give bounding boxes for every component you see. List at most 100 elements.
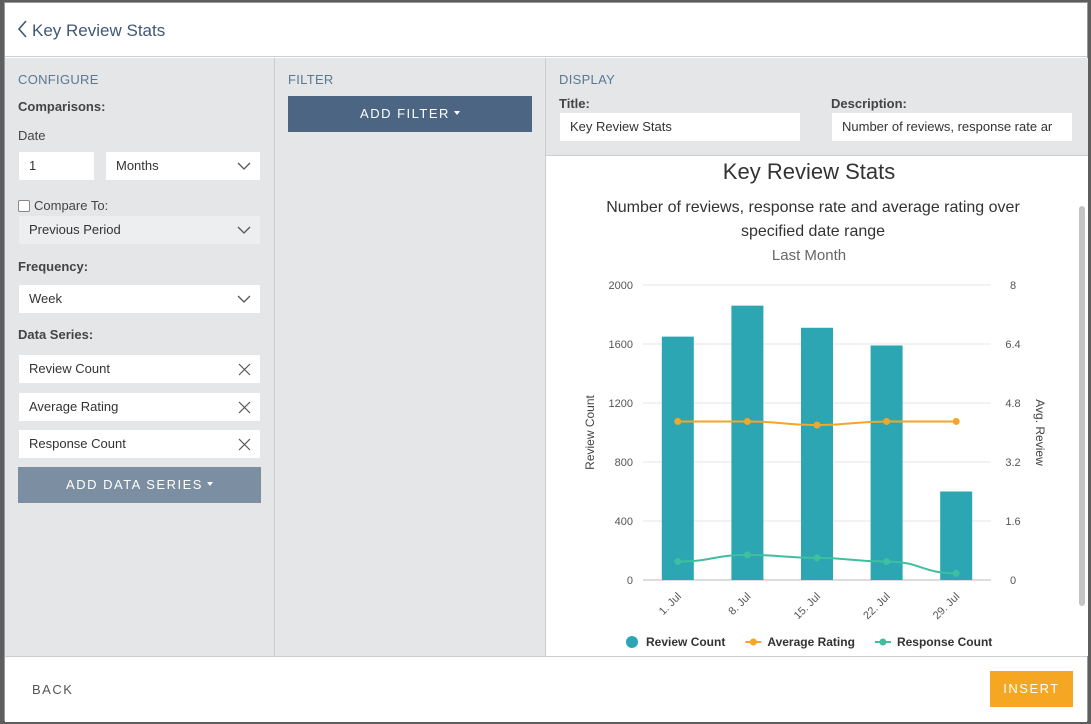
y-axis-label: Review Count bbox=[583, 394, 597, 469]
chevron-down-icon bbox=[237, 162, 251, 170]
display-heading: DISPLAY bbox=[559, 72, 616, 87]
y-tick-label: 800 bbox=[615, 457, 633, 469]
bar bbox=[801, 327, 833, 580]
legend-marker bbox=[749, 638, 757, 646]
data-series-item: Review Count bbox=[18, 354, 261, 384]
compare-to-value: Previous Period bbox=[29, 222, 121, 237]
data-point bbox=[743, 417, 751, 425]
description-label: Description: bbox=[831, 96, 907, 111]
compare-to-checkbox[interactable] bbox=[18, 200, 30, 212]
y-tick-label: 1200 bbox=[609, 398, 633, 410]
legend-marker bbox=[626, 636, 638, 648]
data-series-name: Review Count bbox=[29, 361, 110, 376]
frequency-label: Frequency: bbox=[18, 259, 89, 274]
dialog-header: Key Review Stats bbox=[5, 3, 1087, 57]
bar bbox=[731, 305, 764, 580]
data-point bbox=[952, 417, 960, 425]
filter-panel: FILTER ADD FILTER bbox=[275, 58, 546, 656]
plot-area: 0 400 800 1200 1600 2000 0 1.6 3.2 4.8 6.4 8 Review … bbox=[583, 280, 1047, 622]
date-unit-select[interactable]: Months bbox=[105, 151, 261, 181]
y2-tick-label: 0 bbox=[1010, 575, 1016, 587]
add-data-series-button[interactable]: ADD DATA SERIES bbox=[18, 467, 261, 503]
filter-heading: FILTER bbox=[288, 72, 334, 87]
close-icon[interactable] bbox=[238, 401, 251, 414]
title-input-value: Key Review Stats bbox=[570, 119, 672, 134]
chevron-left-icon[interactable] bbox=[17, 20, 29, 38]
date-amount-value: 1 bbox=[29, 158, 37, 173]
y2-tick-label: 3.2 bbox=[1005, 457, 1020, 469]
y-tick-label: 1600 bbox=[609, 339, 633, 351]
data-series-name: Average Rating bbox=[29, 399, 119, 414]
add-filter-button[interactable]: ADD FILTER bbox=[288, 96, 532, 132]
description-input[interactable]: Number of reviews, response rate ar bbox=[831, 112, 1073, 142]
data-series-item: Average Rating bbox=[18, 392, 261, 422]
chevron-down-icon bbox=[237, 295, 251, 303]
y2-tick-label: 1.6 bbox=[1005, 516, 1020, 528]
chart: Key Review Stats Number of reviews, resp… bbox=[583, 159, 1047, 649]
data-point bbox=[883, 417, 891, 425]
caret-down-icon bbox=[453, 110, 460, 115]
date-amount-input[interactable]: 1 bbox=[18, 151, 95, 181]
x-tick-label: 29. Jul bbox=[931, 591, 962, 622]
configure-panel: CONFIGURE Comparisons: Date 1 Months Com… bbox=[5, 58, 275, 656]
bar bbox=[661, 336, 694, 580]
back-button[interactable]: BACK bbox=[32, 682, 74, 697]
chart-subtitle-line2: specified date range bbox=[741, 223, 885, 240]
chart-legend: Review Count Average Rating Response Count bbox=[626, 635, 992, 649]
title-label: Title: bbox=[559, 96, 590, 111]
y2-tick-label: 6.4 bbox=[1005, 339, 1020, 351]
y2-tick-label: 4.8 bbox=[1005, 398, 1020, 410]
data-point bbox=[743, 551, 751, 559]
legend-label: Review Count bbox=[646, 635, 725, 649]
y2-tick-label: 8 bbox=[1010, 280, 1016, 292]
description-input-value: Number of reviews, response rate ar bbox=[842, 119, 1053, 134]
scrollbar[interactable] bbox=[1079, 206, 1085, 606]
insert-button[interactable]: INSERT bbox=[990, 671, 1073, 707]
x-tick-label: 1. Jul bbox=[657, 591, 684, 618]
report-dialog: Key Review Stats CONFIGURE Comparisons: … bbox=[4, 2, 1088, 722]
y-tick-label: 2000 bbox=[609, 280, 633, 292]
data-series-label: Data Series: bbox=[18, 327, 94, 342]
legend-marker bbox=[879, 638, 887, 646]
caret-down-icon bbox=[206, 481, 213, 486]
configure-heading: CONFIGURE bbox=[18, 72, 99, 87]
y-tick-label: 400 bbox=[615, 516, 633, 528]
x-tick-label: 15. Jul bbox=[792, 591, 823, 622]
title-input[interactable]: Key Review Stats bbox=[559, 112, 801, 142]
chart-subtitle-line1: Number of reviews, response rate and ave… bbox=[606, 199, 1020, 216]
legend-label: Average Rating bbox=[767, 635, 855, 649]
data-point bbox=[883, 558, 891, 566]
legend-label: Response Count bbox=[897, 635, 992, 649]
close-icon[interactable] bbox=[238, 438, 251, 451]
add-data-series-label: ADD DATA SERIES bbox=[66, 477, 203, 492]
y-tick-label: 0 bbox=[627, 575, 633, 587]
bar bbox=[870, 345, 903, 580]
data-series-name: Response Count bbox=[29, 436, 126, 451]
data-series-item: Response Count bbox=[18, 429, 261, 459]
data-point bbox=[813, 421, 821, 429]
chart-period: Last Month bbox=[772, 247, 846, 264]
compare-to-select[interactable]: Previous Period bbox=[18, 215, 261, 245]
data-point bbox=[674, 417, 682, 425]
data-point bbox=[674, 558, 682, 566]
frequency-select[interactable]: Week bbox=[18, 284, 261, 314]
chevron-down-icon bbox=[237, 226, 251, 234]
insert-label: INSERT bbox=[1003, 681, 1060, 696]
close-icon[interactable] bbox=[238, 363, 251, 376]
chart-preview: Key Review Stats Number of reviews, resp… bbox=[546, 155, 1088, 656]
display-panel: DISPLAY Title: Key Review Stats Descript… bbox=[546, 58, 1088, 656]
data-point bbox=[813, 554, 821, 562]
frequency-value: Week bbox=[29, 291, 62, 306]
compare-to-label: Compare To: bbox=[34, 198, 109, 213]
dialog-title[interactable]: Key Review Stats bbox=[32, 21, 166, 40]
dialog-footer: BACK INSERT bbox=[5, 656, 1087, 722]
data-point bbox=[952, 569, 960, 577]
x-tick-label: 22. Jul bbox=[861, 591, 892, 622]
bar bbox=[940, 491, 973, 580]
date-unit-value: Months bbox=[116, 158, 159, 173]
chart-title: Key Review Stats bbox=[723, 159, 895, 184]
x-tick-label: 8. Jul bbox=[726, 591, 753, 618]
comparisons-label: Comparisons: bbox=[18, 99, 106, 114]
date-label: Date bbox=[18, 128, 46, 143]
y2-axis-label: Avg. Review bbox=[1033, 399, 1047, 466]
